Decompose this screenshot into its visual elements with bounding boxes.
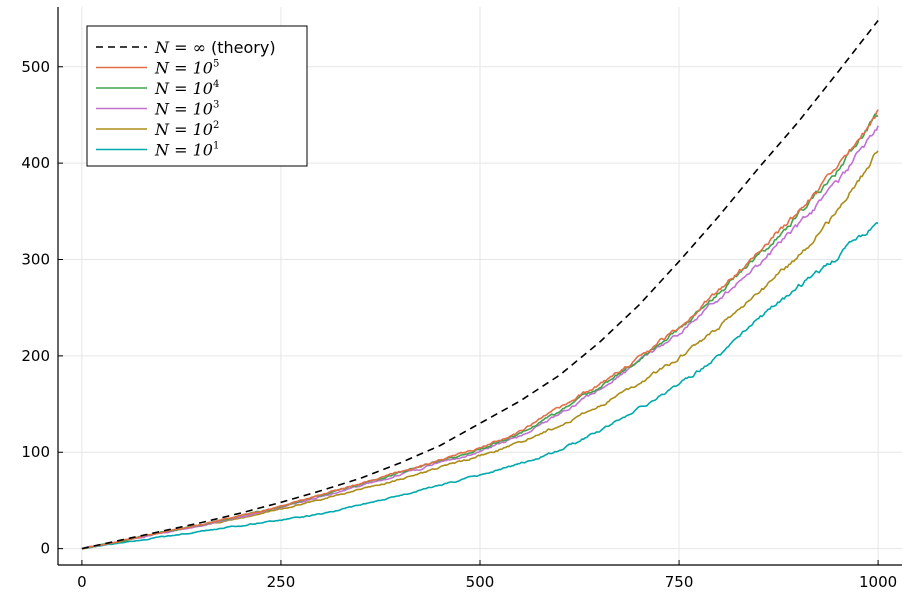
legend-label-2: N = 104	[154, 79, 219, 98]
y-tick-label: 300	[21, 250, 50, 268]
x-tick-label: 1000	[859, 573, 897, 591]
axes-layer: 0 250 500 750 1000 0 100 200 300 400 500	[21, 7, 902, 591]
y-tick-label: 500	[21, 58, 50, 76]
legend-label-3: N = 103	[154, 100, 219, 119]
series-line-3	[81, 125, 879, 550]
x-tick-label: 0	[77, 573, 87, 591]
y-tick-label: 100	[21, 443, 50, 461]
legend-label-0: N = ∞ (theory)	[154, 38, 276, 57]
series-line-5	[81, 222, 879, 550]
y-tick-label: 200	[21, 347, 50, 365]
series-line-1	[81, 109, 879, 550]
x-tick-label: 750	[665, 573, 694, 591]
x-tick-label: 250	[267, 573, 296, 591]
y-tick-label: 400	[21, 154, 50, 172]
series-layer	[81, 19, 879, 550]
x-tick-label: 500	[466, 573, 495, 591]
legend-label-5: N = 101	[154, 141, 219, 160]
y-tick-label: 0	[40, 540, 50, 558]
legend-box	[86, 25, 308, 167]
legend-label-4: N = 102	[154, 120, 219, 139]
legend-label-1: N = 105	[154, 59, 219, 78]
series-line-0	[81, 19, 879, 550]
